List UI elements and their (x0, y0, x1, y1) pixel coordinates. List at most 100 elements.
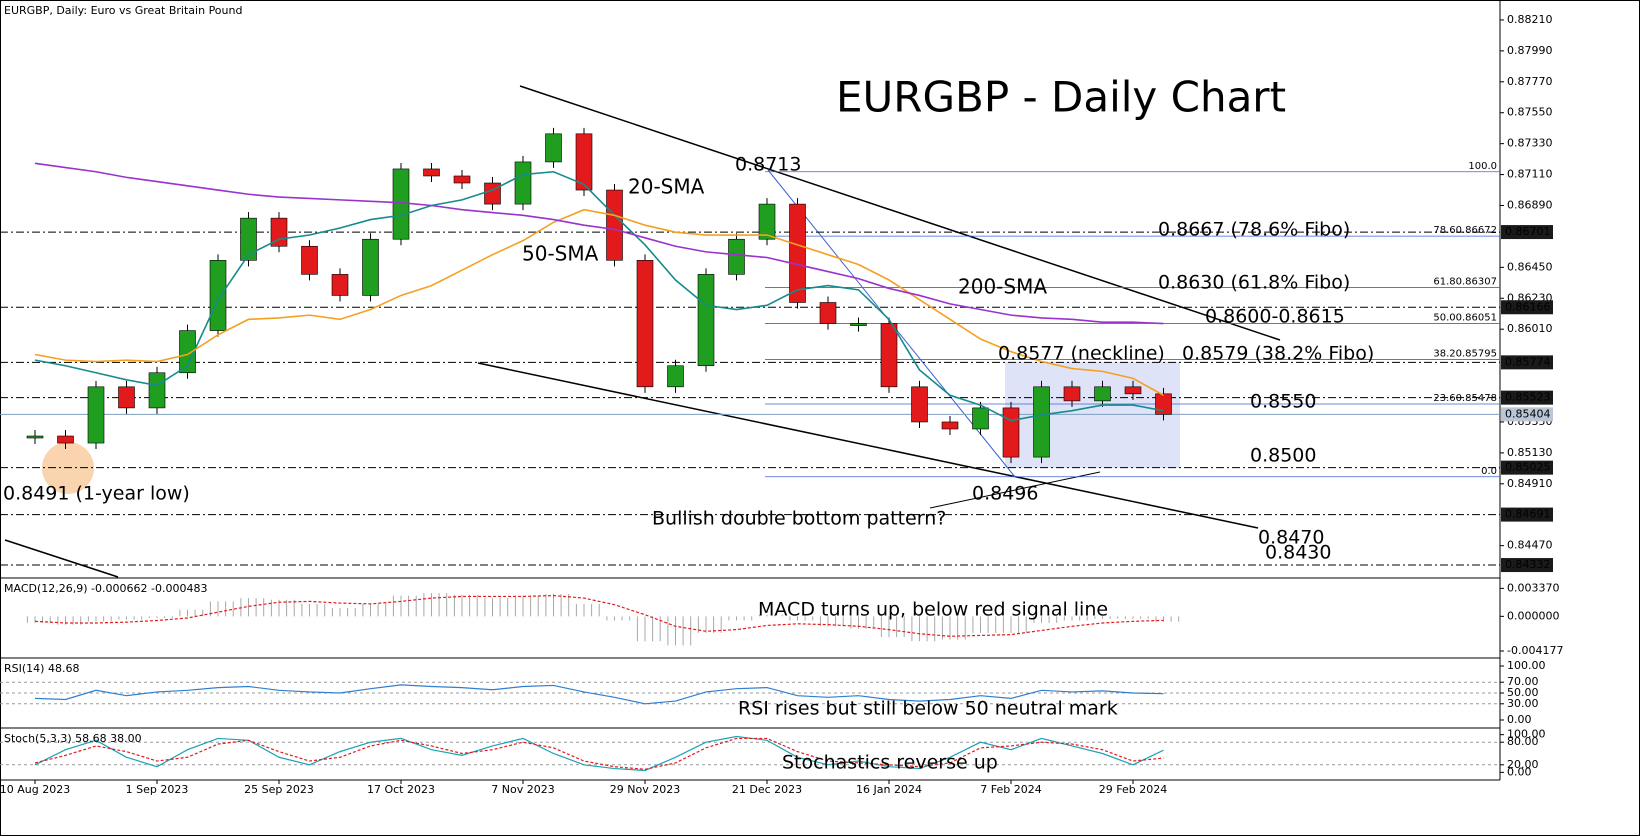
y-tick-label: 0.00 (1507, 713, 1532, 726)
level-label: 0.86166 (1505, 300, 1551, 313)
y-tick-label: 0.000000 (1507, 609, 1560, 622)
annotation: 0.8491 (1-year low) (3, 483, 190, 505)
y-tick-label: 0.87110 (1507, 168, 1553, 181)
x-tick-label: 17 Oct 2023 (367, 783, 435, 796)
candle (545, 133, 562, 163)
candle (240, 217, 257, 261)
candle (301, 245, 318, 275)
y-tick-label: 20.00 (1507, 758, 1539, 771)
y-tick-label: 30.00 (1507, 697, 1539, 710)
fibo-label: 23.60.85478 (1433, 393, 1497, 404)
annotation: 0.8579 (38.2% Fibo) (1182, 343, 1374, 365)
candle (423, 168, 440, 177)
candle (118, 386, 135, 409)
pattern-box (1005, 362, 1180, 468)
x-tick-label: 7 Feb 2024 (980, 783, 1041, 796)
y-tick-label: 0.86010 (1507, 322, 1553, 335)
y-tick-label: 100.00 (1507, 659, 1546, 672)
annotation: 0.8496 (972, 483, 1038, 505)
candle (57, 435, 74, 444)
y-tick-label: 0.86450 (1507, 260, 1553, 273)
candle (362, 238, 379, 296)
x-tick-label: 1 Sep 2023 (126, 783, 189, 796)
y-tick-label: 100.00 (1507, 728, 1546, 741)
annotation: 0.8500 (1250, 445, 1316, 467)
candle (1124, 386, 1142, 395)
x-tick-label: 29 Feb 2024 (1099, 783, 1167, 796)
annotation: 0.8600-0.8615 (1205, 306, 1345, 328)
fibo-label: 61.80.86307 (1433, 276, 1497, 287)
y-tick-label: 0.87330 (1507, 137, 1553, 150)
candle (728, 238, 745, 275)
level-label: 0.84691 (1505, 508, 1551, 521)
series-line (34, 737, 1164, 770)
annotation: 0.8630 (61.8% Fibo) (1158, 272, 1350, 294)
candle (1155, 393, 1172, 415)
y-tick-label: 0.00 (1507, 765, 1532, 778)
header: EURGBP, Daily: Euro vs Great Britain Pou… (4, 4, 242, 17)
x-tick-label: 21 Dec 2023 (732, 783, 802, 796)
x-tick-label: 29 Nov 2023 (610, 783, 680, 796)
level-tag (1501, 355, 1553, 370)
candle (575, 133, 593, 191)
level-label: 0.85025 (1505, 461, 1551, 474)
candle (87, 386, 105, 444)
plot: 0.88210 0.87990 0.87770 0.87550 0.87330 0.871… (0, 13, 1563, 796)
channel-line (477, 362, 1259, 529)
candle (911, 386, 928, 423)
candle (179, 330, 196, 374)
annotation: Stochastics reverse up (782, 752, 998, 774)
level-label: 0.84332 (1505, 558, 1551, 571)
x-tick-label: 7 Nov 2023 (491, 783, 554, 796)
panel-title: Stoch(5,3,3) 58.68 38.00 (4, 732, 142, 745)
level-label: 0.85774 (1505, 355, 1551, 368)
annotation: 0.8667 (78.6% Fibo) (1158, 219, 1350, 241)
y-tick-label: 70.00 (1507, 675, 1539, 688)
candle (606, 189, 623, 261)
fibo-label: 78.60.86672 (1433, 225, 1497, 236)
channel-line (4, 539, 119, 578)
series-line (34, 684, 1164, 705)
annotation: 0.8430 (1265, 542, 1331, 564)
channel-line (519, 85, 1281, 341)
y-tick-label: 0.85130 (1507, 446, 1553, 459)
candle (484, 182, 501, 205)
y-tick-label: 0.84470 (1507, 539, 1553, 552)
series-line (34, 594, 1164, 637)
level-tag (1501, 390, 1553, 405)
annotation: RSI rises but still below 50 neutral mar… (738, 698, 1118, 720)
annotation: 0.8550 (1250, 391, 1316, 413)
annotation: Bullish double bottom pattern? (652, 508, 946, 530)
candle (148, 372, 166, 409)
x-tick-label: 16 Jan 2024 (856, 783, 922, 796)
candle (1033, 386, 1050, 458)
y-tick-label: 0.87770 (1507, 75, 1553, 88)
chart-title: EURGBP - Daily Chart (836, 73, 1286, 122)
y-tick-label: 0.87990 (1507, 44, 1553, 57)
annotation: 0.8713 (735, 154, 801, 176)
level-label: 0.86701 (1505, 225, 1551, 238)
candle (1094, 386, 1111, 402)
candle (819, 302, 837, 324)
fibo-label: 38.20.85795 (1433, 348, 1497, 359)
candle (880, 323, 898, 388)
y-tick-label: 50.00 (1507, 686, 1539, 699)
fibo-label: 100.0 (1468, 161, 1497, 172)
series-label: 50-SMA (522, 242, 599, 266)
panel-title: RSI(14) 48.68 (4, 662, 79, 675)
candle (850, 323, 867, 326)
series-label: 200-SMA (958, 275, 1047, 299)
x-tick-label: 25 Sep 2023 (244, 783, 314, 796)
y-tick-label: -0.004177 (1507, 644, 1563, 657)
candle (1002, 407, 1020, 458)
annotation: 0.8577 (neckline) (998, 343, 1165, 365)
candle (941, 421, 959, 430)
candle (789, 203, 806, 303)
candle (209, 260, 227, 331)
pointer-line (929, 471, 1101, 509)
candle (1063, 386, 1081, 402)
level-tag (1501, 300, 1553, 315)
level-label: 0.85523 (1505, 391, 1551, 404)
panel-title: MACD(12,26,9) -0.000662 -0.000483 (4, 582, 207, 595)
